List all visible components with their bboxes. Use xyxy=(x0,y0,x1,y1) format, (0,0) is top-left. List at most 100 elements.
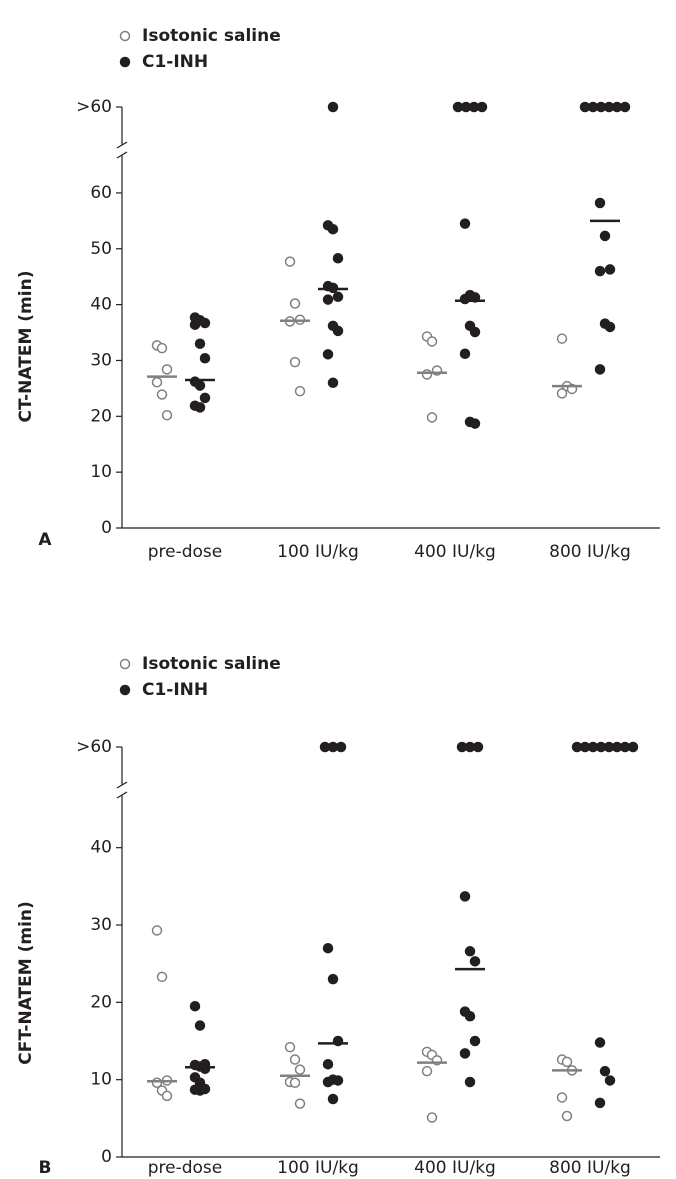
data-point xyxy=(464,946,476,957)
data-point xyxy=(421,369,433,380)
data-point xyxy=(161,364,173,375)
data-point xyxy=(161,1090,173,1102)
data-point xyxy=(322,349,334,360)
data-point xyxy=(469,418,481,429)
y-tick-label: 0 xyxy=(101,1147,112,1167)
data-point xyxy=(194,338,206,349)
axis-break xyxy=(116,151,128,159)
data-point xyxy=(332,253,344,264)
data-point xyxy=(284,256,296,267)
data-point xyxy=(594,1097,606,1109)
legend-label: Isotonic saline xyxy=(142,26,281,46)
above-break-point xyxy=(335,741,347,753)
data-point xyxy=(199,317,211,329)
x-tick-label: 400 IU/kg xyxy=(414,542,496,562)
above-break-point xyxy=(627,741,639,753)
legend-label: Isotonic saline xyxy=(142,654,281,674)
data-point xyxy=(556,333,568,344)
x-tick-label: 400 IU/kg xyxy=(414,1158,496,1178)
data-point xyxy=(194,1020,206,1031)
data-point xyxy=(327,973,339,985)
axis-break xyxy=(116,141,128,149)
data-point xyxy=(459,891,471,902)
data-point xyxy=(289,1077,301,1089)
data-point xyxy=(289,356,301,368)
data-point xyxy=(464,1011,476,1022)
data-point xyxy=(156,342,168,354)
y-tick-label: 30 xyxy=(90,915,112,935)
data-point xyxy=(189,1000,201,1012)
y-tick-label: 0 xyxy=(101,518,112,538)
x-tick-label: pre-dose xyxy=(148,1158,223,1178)
data-point xyxy=(194,1085,206,1096)
data-point xyxy=(332,325,344,337)
data-point xyxy=(426,412,438,423)
above-break-point xyxy=(472,741,484,753)
data-point xyxy=(594,197,606,209)
y-tick-label: 60 xyxy=(90,183,112,203)
data-point xyxy=(189,319,201,330)
data-point xyxy=(459,293,471,305)
data-point xyxy=(322,1058,334,1070)
data-point xyxy=(322,942,334,954)
data-point xyxy=(426,336,438,347)
data-point xyxy=(199,352,211,364)
data-point xyxy=(599,1065,611,1077)
data-point xyxy=(151,376,163,388)
break-label: >60 xyxy=(76,737,112,757)
legend-label: C1-INH xyxy=(142,52,208,72)
data-point xyxy=(289,298,301,309)
data-point xyxy=(421,1065,433,1077)
data-point xyxy=(604,1075,616,1086)
y-tick-label: 10 xyxy=(90,1070,112,1090)
data-point xyxy=(469,326,481,338)
data-point xyxy=(459,1048,471,1059)
x-tick-label: 100 IU/kg xyxy=(277,1158,359,1178)
data-point xyxy=(426,1112,438,1123)
legend-marker xyxy=(119,56,131,68)
above-break-point xyxy=(619,101,631,113)
data-point xyxy=(459,348,471,360)
data-point xyxy=(327,377,339,389)
panel-label: B xyxy=(39,1158,52,1178)
data-point xyxy=(151,925,163,936)
data-point xyxy=(161,409,173,421)
y-tick-label: 10 xyxy=(90,462,112,482)
y-axis-label: CFT-NATEM (min) xyxy=(16,901,36,1065)
panel-label: A xyxy=(38,530,52,550)
data-point xyxy=(469,1035,481,1047)
y-tick-label: 40 xyxy=(90,295,112,315)
data-point xyxy=(561,1056,573,1068)
data-point xyxy=(556,1092,568,1103)
y-tick-label: 20 xyxy=(90,992,112,1012)
data-point xyxy=(156,971,168,983)
y-tick-label: 40 xyxy=(90,838,112,858)
data-point xyxy=(459,218,471,229)
x-tick-label: 100 IU/kg xyxy=(277,542,359,562)
data-point xyxy=(332,291,344,303)
axis-break xyxy=(116,781,128,789)
data-point xyxy=(156,389,168,400)
x-tick-label: 800 IU/kg xyxy=(549,1158,631,1178)
data-point xyxy=(199,1063,211,1075)
x-tick-label: pre-dose xyxy=(148,542,223,562)
data-point xyxy=(469,956,481,967)
data-point xyxy=(199,392,211,404)
y-tick-label: 30 xyxy=(90,350,112,370)
data-point xyxy=(289,1054,301,1065)
data-point xyxy=(322,294,334,305)
x-tick-label: 800 IU/kg xyxy=(549,542,631,562)
data-point xyxy=(594,1037,606,1048)
data-point xyxy=(322,1076,334,1088)
y-tick-label: 50 xyxy=(90,239,112,259)
data-point xyxy=(194,402,206,413)
legend-marker xyxy=(119,684,131,696)
data-point xyxy=(194,380,206,391)
legend-marker xyxy=(119,30,131,42)
y-axis-label: CT-NATEM (min) xyxy=(16,271,36,423)
data-point xyxy=(556,388,568,399)
y-tick-label: 20 xyxy=(90,406,112,426)
above-break-point xyxy=(476,101,488,113)
legend-label: C1-INH xyxy=(142,680,208,700)
